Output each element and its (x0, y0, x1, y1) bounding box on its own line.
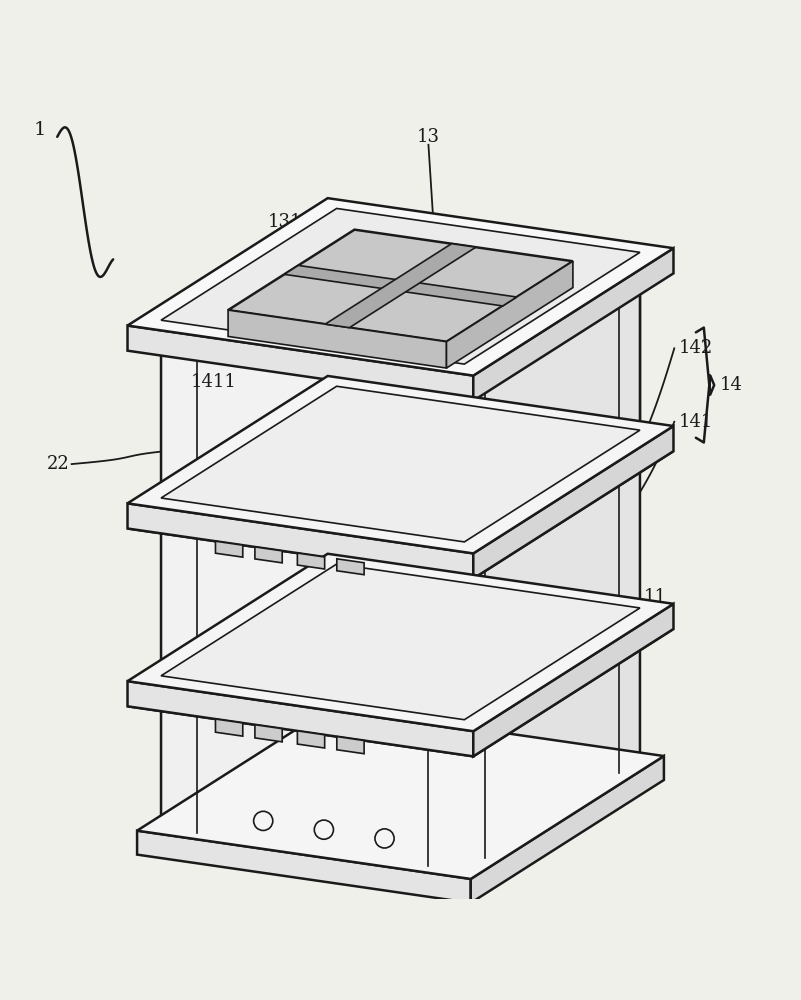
Polygon shape (127, 401, 674, 579)
Polygon shape (127, 376, 674, 553)
Text: 12: 12 (604, 764, 627, 782)
Polygon shape (228, 230, 573, 342)
Polygon shape (465, 278, 640, 543)
Polygon shape (473, 248, 674, 401)
Text: 13: 13 (417, 128, 440, 146)
Polygon shape (137, 831, 471, 903)
Polygon shape (336, 737, 364, 754)
Polygon shape (471, 756, 664, 903)
Polygon shape (465, 456, 640, 720)
Text: 111: 111 (368, 218, 402, 236)
Text: 142: 142 (678, 339, 713, 357)
Polygon shape (228, 310, 446, 368)
Polygon shape (127, 554, 674, 731)
Polygon shape (161, 346, 465, 543)
Polygon shape (161, 524, 465, 720)
Polygon shape (215, 541, 243, 557)
Text: 131: 131 (268, 213, 302, 231)
Polygon shape (336, 234, 640, 431)
Text: 141: 141 (678, 413, 713, 431)
Polygon shape (465, 634, 640, 871)
Text: 22: 22 (46, 455, 69, 473)
Polygon shape (137, 708, 664, 879)
Polygon shape (161, 702, 465, 871)
Polygon shape (127, 326, 473, 401)
Polygon shape (255, 725, 282, 742)
Text: 11: 11 (644, 588, 667, 606)
Text: 14: 14 (720, 376, 743, 394)
Polygon shape (446, 261, 573, 368)
Polygon shape (473, 604, 674, 756)
Polygon shape (215, 719, 243, 736)
Polygon shape (284, 265, 517, 306)
Polygon shape (127, 681, 473, 756)
Polygon shape (336, 559, 364, 575)
Polygon shape (297, 553, 324, 569)
Polygon shape (127, 579, 674, 756)
Text: 1411: 1411 (191, 373, 237, 391)
Polygon shape (161, 564, 640, 720)
Polygon shape (127, 198, 674, 376)
Polygon shape (161, 208, 640, 364)
Polygon shape (161, 386, 640, 542)
Polygon shape (297, 731, 324, 748)
Polygon shape (127, 503, 473, 579)
Text: 1: 1 (34, 121, 46, 139)
Polygon shape (255, 547, 282, 563)
Polygon shape (325, 244, 476, 328)
Polygon shape (473, 426, 674, 579)
